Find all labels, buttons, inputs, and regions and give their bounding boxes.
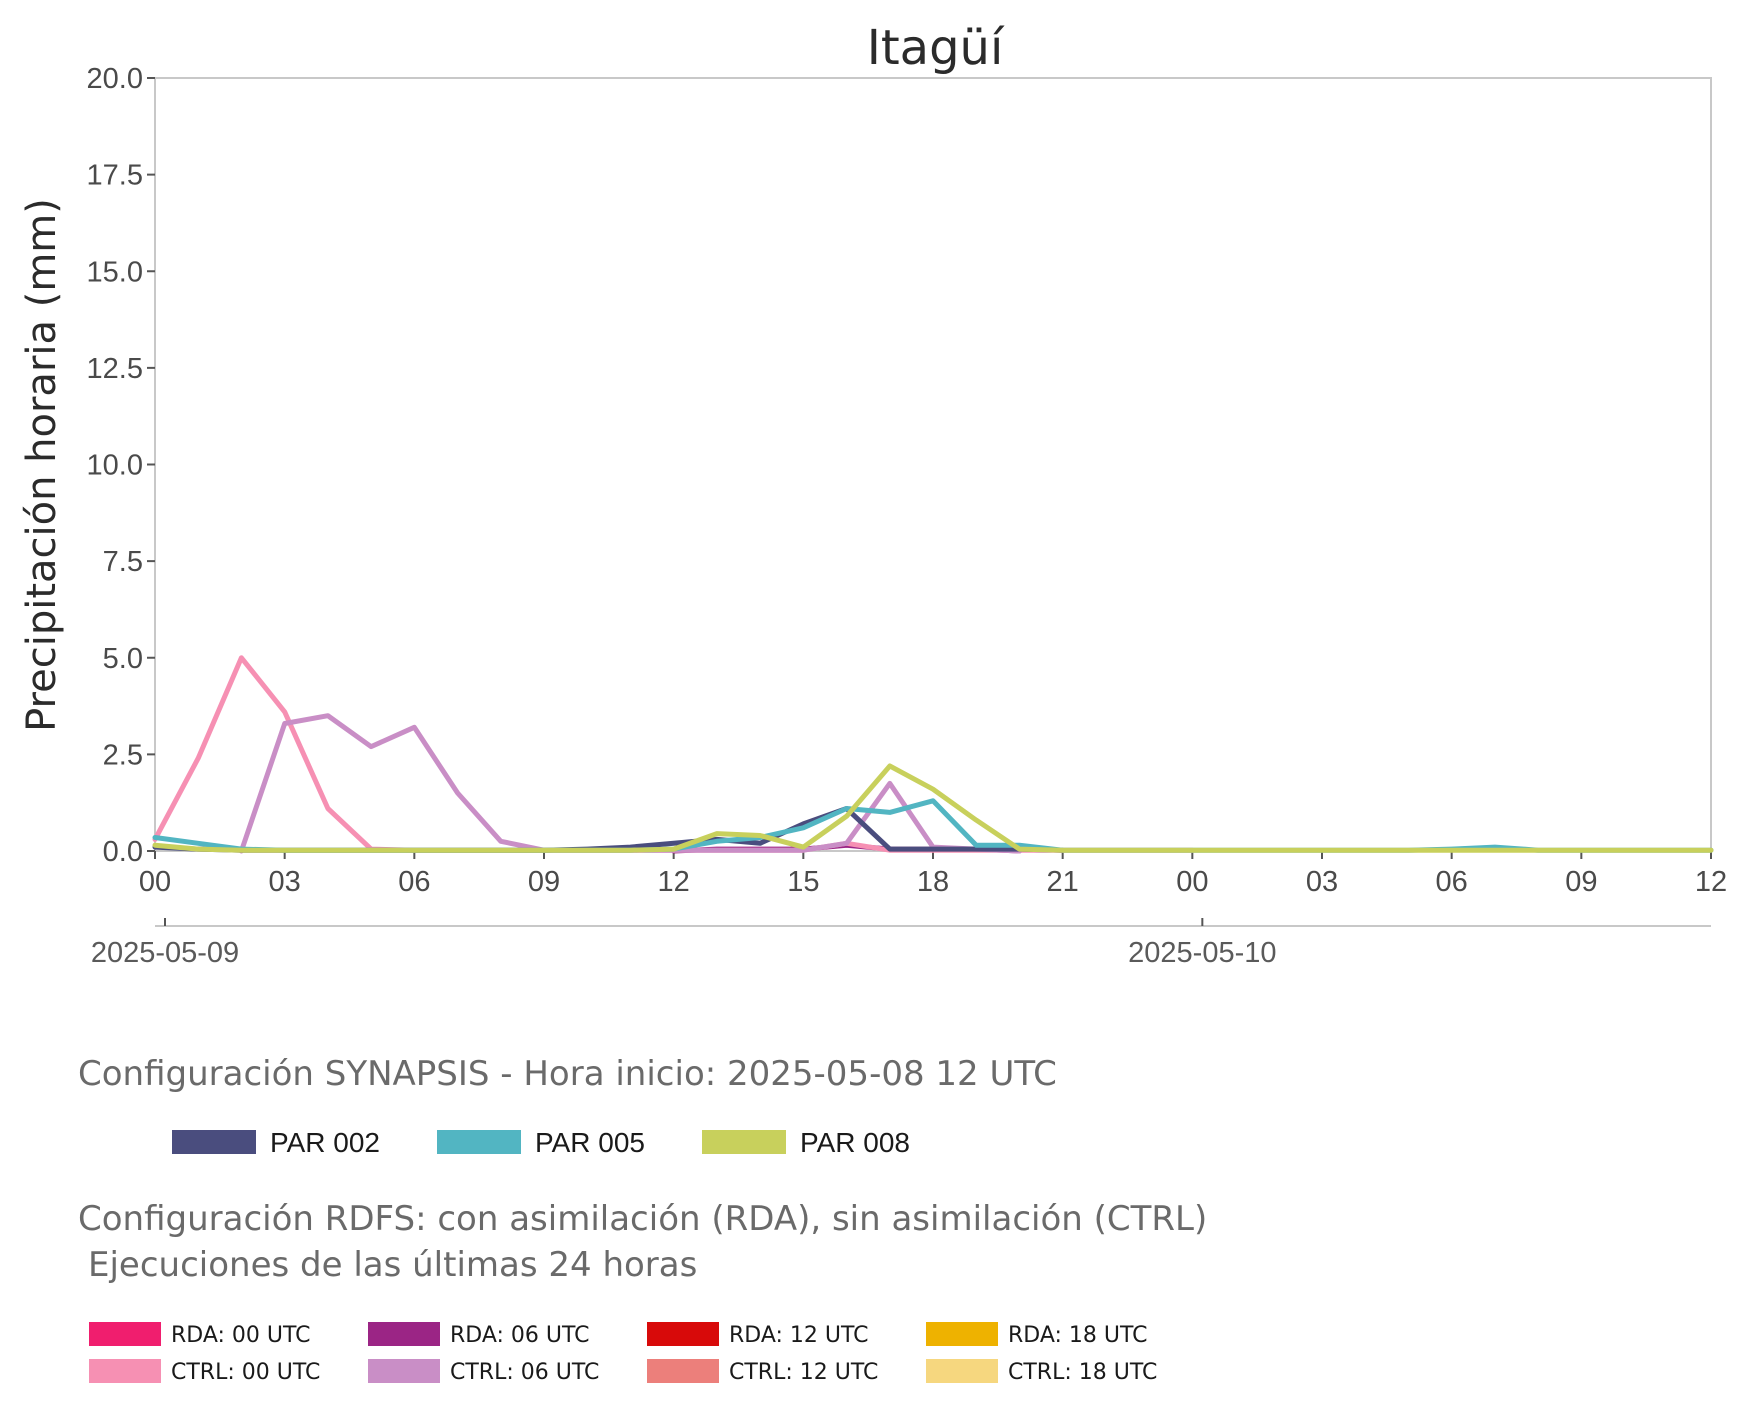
x-tick-label: 03 <box>269 866 301 898</box>
y-tick-label: 12.5 <box>87 353 143 385</box>
legend-label: PAR 008 <box>800 1127 910 1158</box>
y-tick-label: 2.5 <box>103 739 143 771</box>
x-axis-ticks: 00 03 06 09 12 15 18 21 00 03 06 09 12 <box>139 851 1727 898</box>
x-tick-label: 03 <box>1306 866 1338 898</box>
x-tick-label: 15 <box>787 866 819 898</box>
y-axis-ticks: 0.0 2.5 5.0 7.5 10.0 12.5 15.0 17.5 20.0 <box>87 63 155 868</box>
synapsis-legend-title: Configuración SYNAPSIS - Hora inicio: 20… <box>78 1054 1057 1094</box>
x-tick-label: 18 <box>917 866 949 898</box>
rdfs-legend-title-line1: Configuración RDFS: con asimilación (RDA… <box>78 1199 1207 1239</box>
legend-swatch <box>172 1130 256 1154</box>
x-tick-label: 00 <box>1176 866 1208 898</box>
legend-swatch <box>647 1359 719 1383</box>
y-tick-label: 7.5 <box>103 546 143 578</box>
legend-label: RDA: 12 UTC <box>729 1323 869 1348</box>
x-tick-label: 00 <box>139 866 171 898</box>
legend-label: RDA: 06 UTC <box>450 1323 590 1348</box>
legend-swatch <box>368 1322 440 1346</box>
legend-label: CTRL: 18 UTC <box>1008 1360 1157 1385</box>
legend-swatch <box>647 1322 719 1346</box>
x-tick-label: 12 <box>658 866 690 898</box>
date-axis-ticks: 2025-05-09 2025-05-10 <box>91 918 1277 969</box>
legend-label: CTRL: 06 UTC <box>450 1360 599 1385</box>
legend-label: PAR 005 <box>535 1127 645 1158</box>
legend-swatch <box>926 1322 998 1346</box>
date-tick-label: 2025-05-10 <box>1128 937 1276 969</box>
x-tick-label: 06 <box>1436 866 1468 898</box>
series-line-ctrl-06-utc <box>238 713 1022 854</box>
y-tick-label: 17.5 <box>87 160 143 192</box>
legend-label: RDA: 18 UTC <box>1008 1323 1148 1348</box>
rdfs-legend: RDA: 00 UTC RDA: 06 UTC RDA: 12 UTC RDA: 18… <box>89 1322 1157 1385</box>
y-axis-label: Precipitación horaria (mm) <box>19 198 65 732</box>
legend-label: CTRL: 00 UTC <box>171 1360 320 1385</box>
legend-swatch <box>437 1130 521 1154</box>
rdfs-legend-title-line2: Ejecuciones de las últimas 24 horas <box>88 1245 697 1285</box>
legend-swatch <box>368 1359 440 1383</box>
series-line-par-008 <box>152 763 1714 853</box>
legend-swatch <box>926 1359 998 1383</box>
y-tick-label: 10.0 <box>87 450 143 482</box>
legend-swatch <box>89 1359 161 1383</box>
chart-title: Itagüí <box>867 20 1005 76</box>
y-tick-label: 15.0 <box>87 256 143 288</box>
y-tick-label: 20.0 <box>87 63 143 95</box>
x-tick-label: 09 <box>1565 866 1597 898</box>
x-tick-label: 09 <box>528 866 560 898</box>
x-tick-label: 21 <box>1047 866 1079 898</box>
y-tick-label: 5.0 <box>103 643 143 675</box>
x-tick-label: 12 <box>1695 866 1727 898</box>
legend-label: PAR 002 <box>270 1127 380 1158</box>
x-tick-label: 06 <box>398 866 430 898</box>
legend-label: CTRL: 12 UTC <box>729 1360 878 1385</box>
date-tick-label: 2025-05-09 <box>91 937 239 969</box>
legend-swatch <box>702 1130 786 1154</box>
y-tick-label: 0.0 <box>103 836 143 868</box>
legend-swatch <box>89 1322 161 1346</box>
synapsis-legend: PAR 002 PAR 005 PAR 008 <box>172 1127 910 1158</box>
plot-area-frame <box>154 77 1712 852</box>
series-line-par-002 <box>152 806 1066 853</box>
series-lines <box>152 655 1714 854</box>
legend-label: RDA: 00 UTC <box>171 1323 311 1348</box>
series-line-ctrl-00-utc <box>152 655 1195 853</box>
